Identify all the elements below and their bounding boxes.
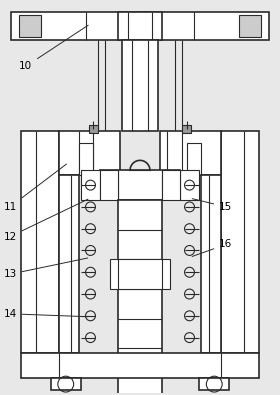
Bar (239, 15, 261, 37)
Bar (19, 15, 41, 37)
Bar (51, 378, 81, 390)
Bar (118, 12, 162, 40)
Bar (59, 175, 79, 354)
Bar (11, 12, 269, 40)
Bar (160, 131, 221, 175)
Bar (110, 260, 170, 289)
Bar (199, 378, 229, 390)
Bar (162, 170, 179, 200)
Bar (221, 131, 259, 354)
Bar (118, 200, 162, 395)
Bar (122, 40, 158, 131)
Bar (88, 125, 98, 133)
Bar (179, 170, 199, 200)
Text: 16: 16 (192, 239, 232, 256)
Bar (182, 125, 192, 133)
Bar (79, 143, 94, 175)
Bar (186, 143, 201, 175)
Text: 11: 11 (3, 164, 67, 212)
Text: 15: 15 (192, 199, 232, 212)
Bar (101, 170, 118, 200)
Bar (201, 175, 221, 354)
Bar (21, 131, 59, 354)
Text: 14: 14 (3, 309, 88, 319)
Text: 13: 13 (3, 258, 88, 279)
Text: 12: 12 (3, 199, 88, 242)
Text: 10: 10 (19, 25, 88, 71)
Bar (101, 170, 179, 200)
Bar (59, 131, 120, 175)
Bar (81, 170, 101, 200)
Bar (21, 354, 259, 378)
